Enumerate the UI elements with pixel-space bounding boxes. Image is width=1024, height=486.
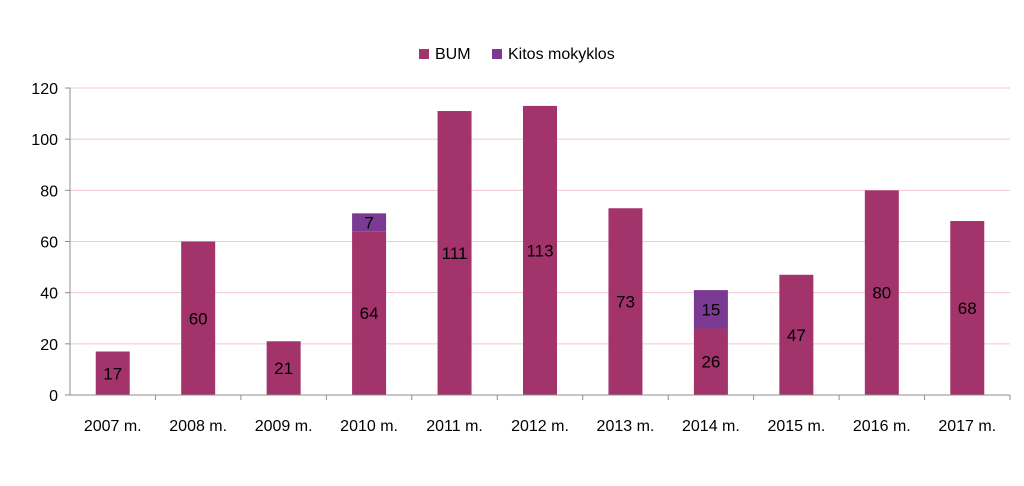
bar-kitos-mokyklos <box>352 213 387 232</box>
data-label: 15 <box>701 300 720 319</box>
data-label: 21 <box>274 359 293 378</box>
bar-bum <box>523 105 557 396</box>
x-tick-label: 2017 m. <box>938 418 996 435</box>
legend: BUM Kitos mokyklos <box>419 46 615 63</box>
bar-bum <box>95 351 130 395</box>
data-label: 68 <box>958 299 977 318</box>
data-label: 47 <box>787 326 806 345</box>
bar-bum <box>608 208 643 395</box>
legend-swatch-bum <box>419 49 429 59</box>
x-tick-label: 2013 m. <box>597 418 655 435</box>
x-tick-label: 2010 m. <box>340 418 398 435</box>
bar-kitos-mokyklos <box>693 290 728 329</box>
data-label: 111 <box>442 244 468 263</box>
x-tick-label: 2016 m. <box>853 418 911 435</box>
x-tick-label: 2012 m. <box>511 418 569 435</box>
bar-bum <box>950 221 985 395</box>
x-tick-label: 2011 m. <box>426 418 483 435</box>
y-tick-label: 0 <box>49 388 58 405</box>
data-label: 26 <box>701 353 720 372</box>
data-label: 73 <box>616 293 635 312</box>
x-tick-label: 2008 m. <box>169 418 227 435</box>
data-label: 17 <box>103 364 122 383</box>
bar-bum <box>181 241 216 395</box>
legend-label-kitos-mokyklos: Kitos mokyklos <box>508 46 615 63</box>
labels: 0 20 40 60 80 100 120 17 2007 m. 60 2008 m. 21 2009 … <box>31 81 996 435</box>
x-tick-label: 2014 m. <box>682 418 740 435</box>
x-tick-label: 2009 m. <box>255 418 313 435</box>
y-tick-label: 60 <box>40 235 58 252</box>
data-label: 113 <box>526 241 553 260</box>
x-tick-label: 2015 m. <box>767 418 825 435</box>
y-tick-label: 120 <box>31 81 58 98</box>
legend-label-bum: BUM <box>435 46 471 63</box>
bars <box>95 105 985 396</box>
bar-bum <box>437 111 472 396</box>
bar-bum <box>266 341 301 395</box>
legend-swatch-kitos-mokyklos <box>492 49 502 59</box>
y-tick-label: 100 <box>31 132 58 149</box>
data-label: 60 <box>189 309 208 328</box>
bar-bum <box>352 231 387 395</box>
data-label: 7 <box>364 213 373 232</box>
bar-bum <box>693 328 728 395</box>
bar-bum <box>864 190 899 395</box>
y-tick-label: 80 <box>40 183 58 200</box>
data-label: 64 <box>360 304 379 323</box>
y-tick-label: 20 <box>40 337 58 354</box>
data-label: 80 <box>872 284 891 303</box>
axes <box>65 87 1011 400</box>
bar-bum <box>779 274 814 395</box>
x-tick-label: 2007 m. <box>84 418 142 435</box>
y-tick-label: 40 <box>40 286 58 303</box>
